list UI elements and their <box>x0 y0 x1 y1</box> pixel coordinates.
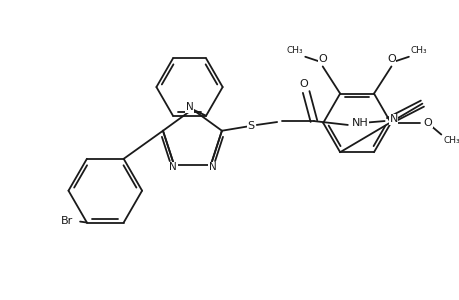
Text: N: N <box>208 162 216 172</box>
Text: NH: NH <box>351 118 368 128</box>
Text: O: O <box>318 54 326 64</box>
Text: N: N <box>185 102 193 112</box>
Text: CH₃: CH₃ <box>410 46 426 56</box>
Text: N: N <box>389 114 397 124</box>
Text: Br: Br <box>61 216 73 226</box>
Text: N: N <box>169 162 177 172</box>
Text: CH₃: CH₃ <box>442 136 459 145</box>
Text: O: O <box>299 79 308 89</box>
Text: O: O <box>423 118 431 128</box>
Text: CH₃: CH₃ <box>286 46 302 56</box>
Text: S: S <box>247 121 254 131</box>
Text: O: O <box>386 54 395 64</box>
